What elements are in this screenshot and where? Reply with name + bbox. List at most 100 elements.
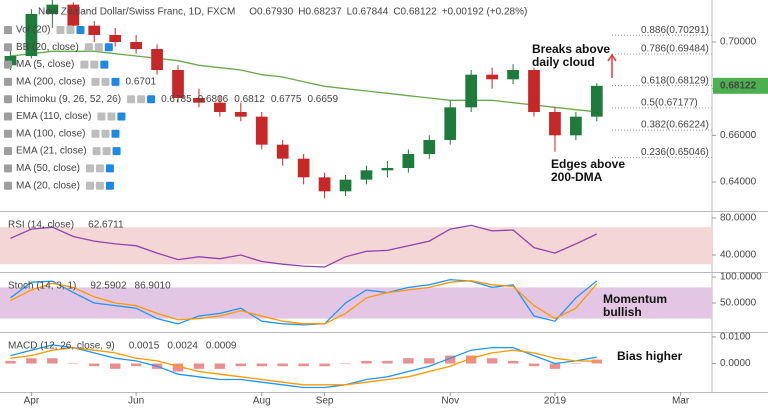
indicator-icon — [4, 129, 12, 138]
annotation: bullish — [603, 305, 642, 319]
indicator-button — [76, 26, 85, 34]
y-tick-label: 100.0000 — [720, 272, 762, 283]
candle-body — [214, 102, 226, 112]
indicator-button — [127, 95, 136, 104]
indicator-icon — [4, 77, 12, 86]
indicator-icon — [4, 95, 12, 104]
indicator-icon — [4, 164, 12, 173]
indicator-button — [111, 77, 120, 86]
pane-title: Stoch (14, 3, 1) — [8, 281, 76, 292]
histogram-bar — [382, 360, 393, 364]
candle-body — [255, 116, 268, 145]
candle-body — [193, 98, 205, 103]
histogram-bar — [486, 358, 498, 364]
indicator-button — [90, 60, 99, 69]
y-tick-label: 0.64000 — [720, 177, 757, 188]
indicator-button — [137, 95, 146, 104]
indicator-label: MA (200, close) — [16, 77, 85, 88]
candle-body — [109, 35, 122, 42]
histogram-bar — [528, 363, 540, 367]
histogram-bar — [235, 363, 247, 367]
ohlc-label: H0.68237 — [298, 7, 342, 18]
arrow — [607, 53, 617, 78]
histogram-bar — [403, 358, 414, 364]
indicator-button — [56, 26, 65, 34]
y-tick-label: 0.0000 — [720, 358, 751, 369]
indicator-button — [85, 181, 94, 190]
indicator-icon — [4, 181, 12, 190]
candle-body — [465, 74, 478, 108]
ohlc-label: L0.67844 — [347, 7, 389, 18]
histogram-bar — [68, 363, 79, 365]
indicator-label: Ichimoku (9, 26, 52, 26) — [16, 94, 121, 105]
indicator-value: 0.6775 — [271, 94, 302, 105]
annotation: Edges above — [551, 157, 625, 171]
indicator-button — [84, 43, 93, 52]
candle-body — [339, 179, 352, 192]
indicator-value: 0.6701 — [125, 77, 156, 88]
histogram-bar — [549, 363, 561, 369]
indicator-label: MA (100, close) — [16, 128, 85, 139]
histogram-bar — [214, 363, 226, 369]
x-tick-label: Nov — [441, 396, 459, 407]
ohlc-label: C0.68122 — [393, 7, 437, 18]
indicator-button — [100, 60, 109, 69]
histogram-bar — [298, 363, 309, 367]
candle-body — [25, 14, 38, 56]
indicator-icon — [4, 60, 12, 69]
series-line — [10, 224, 598, 268]
indicator-label: EMA (21, close) — [16, 146, 87, 157]
candle-body — [88, 25, 101, 35]
band — [0, 227, 712, 265]
indicator-button — [101, 129, 110, 138]
candle-body — [528, 70, 540, 112]
y-tick-label: 80.0000 — [720, 213, 757, 224]
indicator-button — [105, 181, 114, 190]
indicator-label: MA (50, close) — [16, 163, 80, 174]
candle-body — [318, 177, 331, 192]
histogram-bar — [319, 363, 330, 367]
indicator-button — [104, 43, 113, 52]
candle-body — [276, 144, 289, 159]
indicator-icon — [4, 26, 12, 34]
indicator-icon — [4, 112, 12, 121]
histogram-bar — [570, 363, 582, 365]
candle-body — [234, 112, 247, 117]
indicator-button — [111, 129, 120, 138]
indicator-button — [92, 147, 101, 156]
annotation: Breaks above — [532, 42, 610, 56]
candle-body — [46, 4, 59, 15]
indicator-button — [91, 77, 100, 86]
indicator-button — [107, 112, 116, 121]
histogram-bar — [130, 363, 142, 367]
indicator-button — [95, 181, 104, 190]
indicator-button — [66, 26, 75, 34]
indicator-button — [85, 164, 94, 173]
candle-body — [381, 168, 394, 171]
pane-title: MACD (12, 26, close, 9) — [8, 341, 115, 352]
ohlc-label: O0.67930 — [249, 7, 293, 18]
indicator-button — [117, 112, 126, 121]
histogram-bar — [256, 363, 267, 367]
ohlc-label: +0.00192 (+0.28%) — [442, 7, 528, 18]
x-tick-label: 2019 — [544, 396, 567, 407]
price-box — [713, 77, 768, 94]
indicator-button — [102, 147, 111, 156]
indicator-button — [80, 60, 89, 69]
candle-body — [172, 70, 184, 98]
x-tick-label: Mar — [672, 396, 690, 407]
fib-label: 0.382(0.66224) — [641, 120, 709, 131]
histogram-bar — [109, 363, 121, 369]
indicator-button — [112, 147, 121, 156]
candle-body — [444, 107, 457, 140]
x-tick-label: Aug — [253, 396, 271, 407]
series-line — [10, 344, 597, 389]
indicator-button — [97, 112, 106, 121]
histogram-bar — [507, 360, 519, 364]
histogram-bar — [47, 358, 58, 364]
x-tick-label: Sep — [316, 396, 334, 407]
indicator-button — [95, 164, 104, 173]
legend-value: 92.5902 — [90, 281, 127, 292]
indicator-value: 0.6812 — [234, 94, 265, 105]
